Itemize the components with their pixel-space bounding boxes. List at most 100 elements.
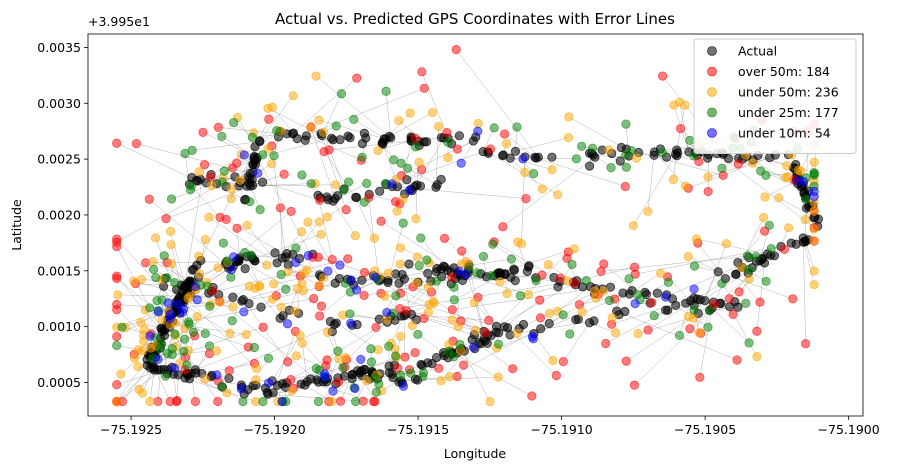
- under-10m-point: [387, 179, 397, 189]
- legend-marker: [707, 128, 717, 138]
- under-50m-point: [297, 338, 307, 348]
- under-50m-point: [139, 324, 150, 335]
- over-50m-point: [335, 396, 346, 406]
- under-50m-point: [604, 145, 614, 155]
- under-25m-point: [366, 344, 376, 354]
- under-25m-point: [717, 278, 727, 289]
- under-50m-point: [628, 221, 639, 231]
- over-50m-point: [527, 391, 537, 401]
- under-50m-point: [228, 302, 238, 312]
- error-line: [455, 49, 539, 158]
- under-25m-point: [306, 179, 316, 189]
- over-50m-point: [732, 355, 742, 365]
- under-50m-point: [361, 376, 372, 386]
- under-10m-point: [165, 314, 175, 324]
- error-line: [420, 237, 445, 268]
- actual-point: [553, 282, 563, 292]
- under-50m-point: [547, 164, 557, 175]
- over-50m-point: [322, 355, 332, 365]
- under-50m-point: [691, 234, 702, 244]
- under-10m-point: [303, 250, 313, 261]
- under-50m-point: [548, 355, 558, 366]
- under-25m-point: [160, 371, 171, 381]
- under-50m-point: [809, 236, 819, 246]
- error-line: [149, 199, 226, 265]
- under-10m-point: [356, 354, 366, 365]
- under-25m-point: [219, 166, 229, 176]
- over-50m-point: [153, 396, 163, 407]
- error-line: [272, 107, 294, 134]
- x-axis: −75.1925 −75.1920 −75.1915 −75.1910 −75.1905…: [100, 416, 880, 437]
- y-tick-label: 0.0030: [37, 96, 81, 111]
- under-50m-point: [501, 138, 512, 149]
- under-50m-point: [752, 352, 762, 362]
- over-50m-point: [213, 122, 223, 132]
- under-50m-point: [502, 288, 512, 299]
- error-line: [182, 164, 205, 298]
- under-10m-point: [404, 185, 415, 195]
- over-50m-point: [452, 144, 462, 154]
- under-50m-point: [215, 297, 225, 307]
- over-50m-point: [442, 128, 452, 138]
- legend-marker: [707, 66, 717, 77]
- under-50m-point: [411, 278, 422, 288]
- under-50m-point: [433, 121, 444, 132]
- error-line: [689, 255, 771, 329]
- actual-point: [544, 318, 554, 329]
- error-line: [236, 228, 240, 258]
- under-25m-point: [217, 131, 227, 142]
- under-10m-point: [630, 299, 640, 309]
- under-25m-point: [162, 348, 173, 358]
- under-25m-point: [606, 163, 616, 173]
- actual-point: [188, 264, 199, 274]
- over-50m-point: [199, 160, 210, 170]
- actual-point: [419, 137, 429, 147]
- under-25m-point: [489, 123, 499, 133]
- actual-point: [695, 295, 705, 305]
- over-50m-point: [370, 396, 380, 407]
- under-10m-point: [145, 331, 155, 341]
- actual-point: [300, 380, 310, 390]
- legend-box: [693, 38, 857, 154]
- over-50m-point: [131, 139, 141, 149]
- under-10m-point: [229, 252, 239, 262]
- error-line: [157, 369, 161, 402]
- under-25m-point: [413, 329, 423, 339]
- under-25m-point: [751, 252, 761, 262]
- over-50m-point: [286, 374, 296, 385]
- under-25m-point: [166, 194, 177, 204]
- under-10m-point: [460, 269, 471, 280]
- under-50m-point: [774, 193, 784, 203]
- legend-label: Actual: [738, 44, 777, 59]
- under-25m-point: [331, 121, 341, 131]
- under-25m-point: [464, 262, 474, 272]
- under-25m-point: [162, 273, 172, 283]
- under-50m-point: [293, 284, 303, 294]
- actual-point: [681, 298, 691, 308]
- under-25m-point: [204, 341, 215, 351]
- over-50m-point: [112, 299, 122, 310]
- under-50m-point: [694, 327, 704, 338]
- under-25m-point: [188, 327, 199, 337]
- under-50m-point: [299, 268, 309, 278]
- error-line: [504, 299, 540, 328]
- under-50m-point: [306, 123, 316, 133]
- under-50m-point: [331, 180, 341, 190]
- under-50m-point: [263, 144, 273, 154]
- under-50m-point: [373, 145, 383, 156]
- under-50m-point: [225, 328, 235, 338]
- under-25m-point: [390, 351, 401, 361]
- under-25m-point: [371, 387, 381, 397]
- error-line: [363, 356, 397, 370]
- under-25m-point: [649, 311, 659, 321]
- over-50m-point: [447, 272, 457, 282]
- over-50m-point: [283, 357, 293, 367]
- error-line: [116, 143, 198, 182]
- actual-point: [612, 306, 622, 316]
- over-50m-point: [410, 133, 420, 143]
- over-50m-point: [371, 322, 381, 333]
- under-25m-point: [159, 251, 169, 261]
- under-50m-point: [485, 396, 495, 407]
- under-10m-point: [398, 381, 409, 391]
- under-25m-point: [565, 329, 575, 339]
